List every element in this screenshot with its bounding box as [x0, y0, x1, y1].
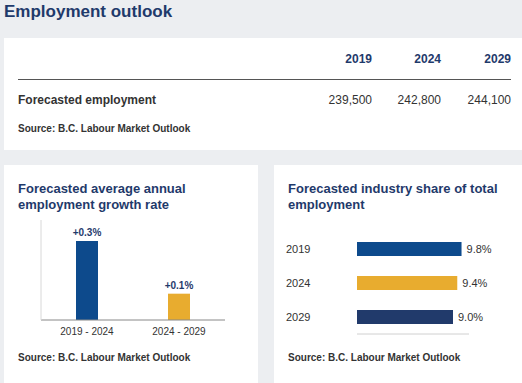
html-text:2024: 2024 [414, 52, 441, 66]
svg-text:+0.3%: +0.3% [73, 227, 102, 238]
html-text:239,500: 239,500 [328, 93, 372, 107]
svg-text:9.8%: 9.8% [467, 243, 492, 255]
svg-text:2024 - 2029: 2024 - 2029 [152, 326, 206, 337]
html-text:2019: 2019 [345, 52, 372, 66]
html-text:244,100: 244,100 [467, 93, 511, 107]
html-text:Forecasted industry share of t: Forecasted industry share of total emplo… [288, 181, 498, 212]
html-text:242,800: 242,800 [397, 93, 441, 107]
html-text:Source: B.C. Labour Market Out: Source: B.C. Labour Market Outlook [288, 352, 461, 363]
html-text:Employment outlook: Employment outlook [4, 2, 173, 21]
html-text:Source: B.C. Labour Market Out: Source: B.C. Labour Market Outlook [18, 123, 191, 134]
html-text:Source: B.C. Labour Market Out: Source: B.C. Labour Market Outlook [18, 352, 191, 363]
svg-text:2024: 2024 [286, 277, 310, 289]
svg-text:2019 - 2024: 2019 - 2024 [60, 326, 114, 337]
svg-text:2019: 2019 [286, 243, 310, 255]
html-text:2029: 2029 [484, 52, 511, 66]
html-text:Forecasted average annual empl: Forecasted average annual employment gro… [18, 181, 186, 212]
svg-text:9.4%: 9.4% [462, 277, 487, 289]
html-text:Forecasted employment: Forecasted employment [18, 93, 156, 107]
svg-text:9.0%: 9.0% [458, 311, 483, 323]
svg-text:2029: 2029 [286, 311, 310, 323]
svg-text:+0.1%: +0.1% [165, 280, 194, 291]
